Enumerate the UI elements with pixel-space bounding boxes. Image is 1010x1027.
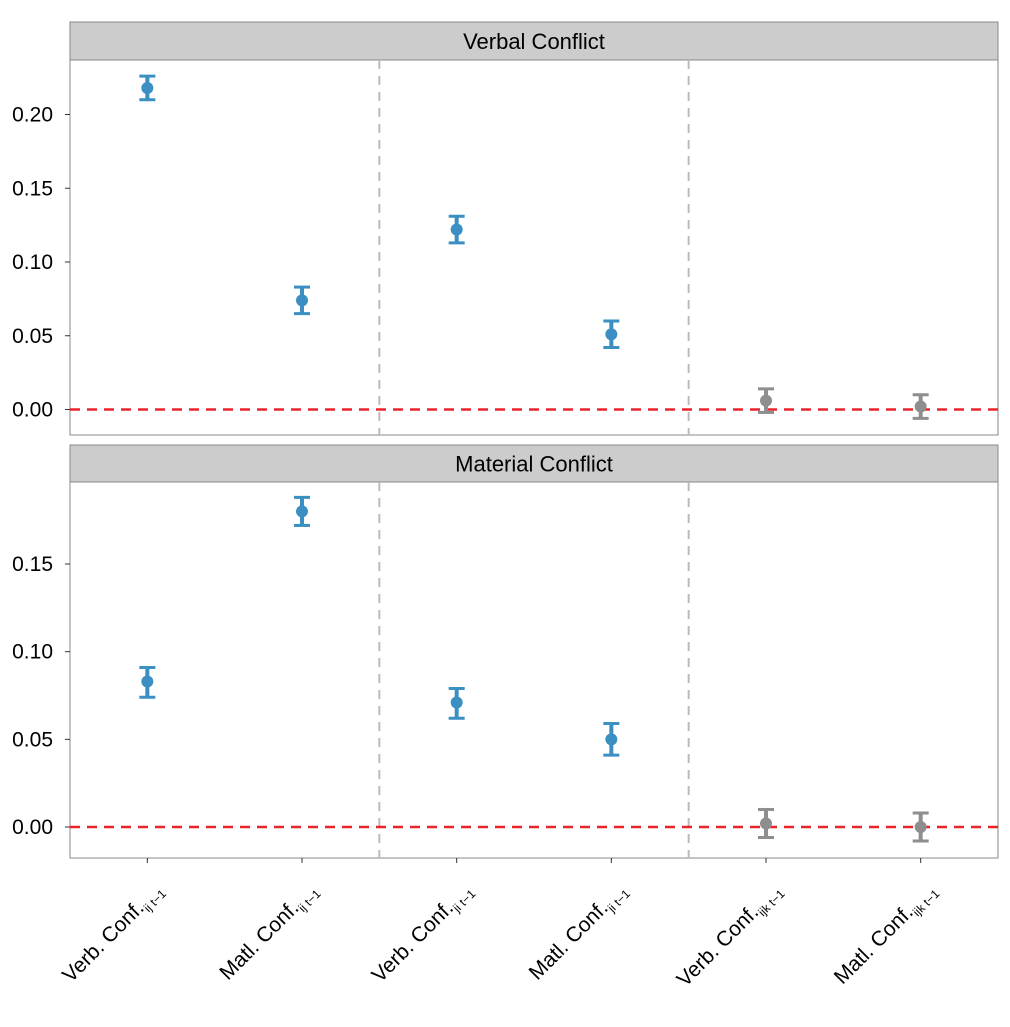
panel-title: Verbal Conflict (463, 29, 605, 54)
point-range-6 (912, 393, 929, 420)
point-estimate (760, 817, 772, 830)
y-tick-label: 0.20 (12, 104, 53, 127)
panel-2: Material Conflict 0.00 0.05 0.10 0.15 (12, 444, 999, 859)
point-estimate (141, 81, 154, 94)
y-tick-label: 0.05 (12, 728, 53, 751)
x-tick-label-subscript: ijk t−1 (755, 887, 788, 920)
y-tick-label: 0.15 (12, 553, 53, 576)
point-estimate (296, 294, 308, 307)
point-range-5 (758, 807, 774, 840)
x-tick-label: Matl. Conf.ijk t−1 (830, 878, 943, 991)
y-tick-label: 0.10 (12, 251, 53, 274)
x-tick-label-main: Matl. Conf. (525, 896, 613, 984)
point-estimate (141, 675, 154, 688)
point-range-1 (139, 74, 156, 102)
point-range-2 (294, 285, 310, 316)
x-tick-label: Verb. Conf.ij t−1 (58, 878, 169, 989)
point-range-3 (448, 686, 465, 720)
panel-strip (69, 444, 999, 483)
x-tick-label: Verb. Conf.ji t−1 (367, 878, 478, 989)
point-range-5 (758, 387, 774, 414)
point-estimate (605, 733, 618, 746)
point-estimate (760, 394, 772, 407)
point-estimate (914, 821, 927, 833)
point-estimate (450, 696, 463, 709)
point-range-4 (603, 722, 620, 757)
y-tick-label: 0.00 (12, 399, 53, 422)
point-range-2 (294, 495, 310, 527)
y-tick-label: 0.00 (12, 816, 53, 839)
x-tick-label-main: Verb. Conf. (58, 896, 149, 987)
x-tick-label-main: Matl. Conf. (830, 901, 918, 989)
x-tick-label-main: Matl. Conf. (215, 896, 303, 984)
point-estimate (914, 400, 927, 413)
x-tick-label: Matl. Conf.ji t−1 (525, 878, 634, 987)
x-tick-label-main: Verb. Conf. (673, 901, 764, 992)
y-tick-label: 0.15 (12, 177, 53, 200)
panel-1: Verbal Conflict 0.00 0.05 0.10 0.15 0.20 (12, 21, 999, 436)
x-tick-label: Verb. Conf.ijk t−1 (673, 878, 788, 993)
plot-area (69, 481, 999, 859)
point-range-3 (448, 214, 465, 245)
panel-strip (69, 21, 999, 61)
y-tick-label: 0.10 (12, 641, 53, 664)
panel-title: Material Conflict (455, 452, 613, 477)
y-tick-label: 0.05 (12, 325, 53, 348)
point-estimate (296, 505, 308, 518)
x-tick-label-main: Verb. Conf. (367, 896, 458, 987)
plot-area (69, 59, 999, 436)
x-tick-label-subscript: ijk t−1 (910, 887, 943, 920)
point-range-1 (139, 665, 156, 699)
point-range-4 (603, 319, 620, 350)
x-tick-label: Matl. Conf.ij t−1 (215, 878, 324, 987)
point-range-6 (912, 811, 929, 843)
point-estimate (605, 328, 618, 341)
point-estimate (450, 223, 463, 236)
